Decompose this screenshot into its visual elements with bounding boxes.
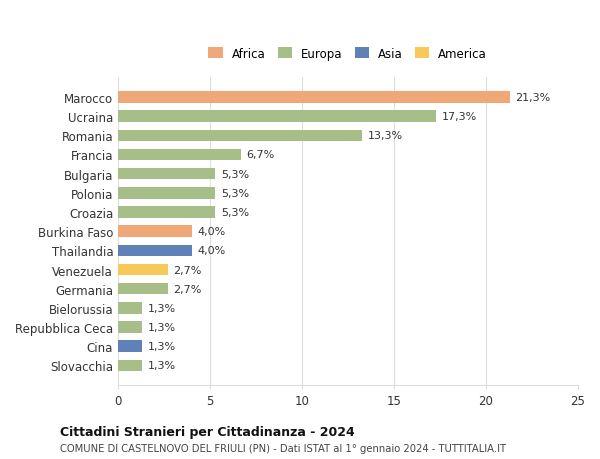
Text: 4,0%: 4,0%	[197, 227, 225, 237]
Bar	[118, 130, 362, 142]
Bar	[118, 264, 167, 276]
Bar	[118, 149, 241, 161]
Text: 4,0%: 4,0%	[197, 246, 225, 256]
Text: 1,3%: 1,3%	[148, 322, 176, 332]
Text: 5,3%: 5,3%	[221, 207, 249, 218]
Text: 17,3%: 17,3%	[442, 112, 477, 122]
Text: 1,3%: 1,3%	[148, 361, 176, 370]
Bar	[118, 226, 191, 237]
Bar	[118, 188, 215, 199]
Text: 13,3%: 13,3%	[368, 131, 403, 141]
Bar	[118, 207, 215, 218]
Text: COMUNE DI CASTELNOVO DEL FRIULI (PN) - Dati ISTAT al 1° gennaio 2024 - TUTTITALI: COMUNE DI CASTELNOVO DEL FRIULI (PN) - D…	[60, 443, 506, 453]
Bar	[118, 341, 142, 352]
Bar	[118, 111, 436, 123]
Text: 5,3%: 5,3%	[221, 188, 249, 198]
Text: 1,3%: 1,3%	[148, 303, 176, 313]
Legend: Africa, Europa, Asia, America: Africa, Europa, Asia, America	[205, 44, 491, 64]
Bar	[118, 283, 167, 295]
Text: 5,3%: 5,3%	[221, 169, 249, 179]
Text: 2,7%: 2,7%	[173, 284, 202, 294]
Text: 6,7%: 6,7%	[247, 150, 275, 160]
Text: 2,7%: 2,7%	[173, 265, 202, 275]
Bar	[118, 360, 142, 371]
Text: 1,3%: 1,3%	[148, 341, 176, 352]
Text: Cittadini Stranieri per Cittadinanza - 2024: Cittadini Stranieri per Cittadinanza - 2…	[60, 425, 355, 438]
Bar	[118, 322, 142, 333]
Text: 21,3%: 21,3%	[515, 93, 550, 103]
Bar	[118, 168, 215, 180]
Bar	[118, 92, 509, 103]
Bar	[118, 245, 191, 257]
Bar	[118, 302, 142, 314]
